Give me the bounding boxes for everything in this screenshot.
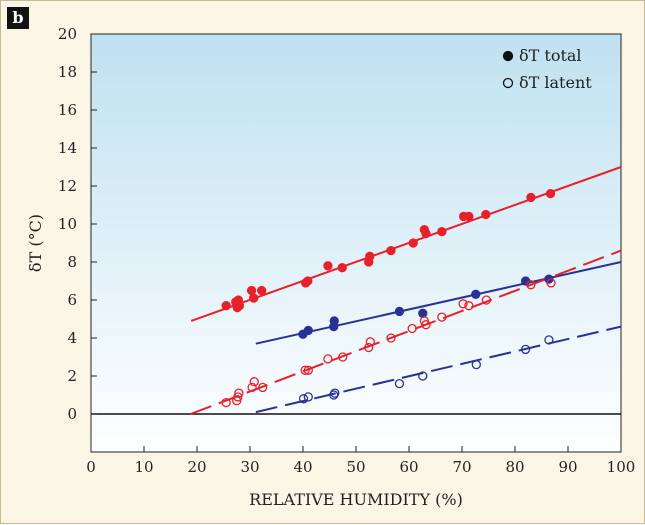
- data-point-latent-blue: [329, 390, 339, 400]
- data-point-total-red: [386, 245, 396, 256]
- data-point-latent-red: [338, 352, 348, 362]
- data-point-total-red: [481, 209, 491, 220]
- y-tick-label: 6: [67, 291, 77, 309]
- legend-label-latent: δT latent: [519, 73, 592, 92]
- fit-line-latent-red: [190, 249, 622, 415]
- data-point-latent-red: [421, 320, 431, 330]
- y-tick-label: 0: [67, 405, 77, 423]
- data-point-latent-blue: [330, 388, 340, 398]
- data-point-total-red: [526, 192, 536, 203]
- data-point-latent-red: [249, 377, 259, 387]
- data-point-latent-red: [464, 301, 474, 311]
- data-point-latent-blue: [418, 371, 428, 381]
- data-point-latent-blue: [544, 335, 554, 345]
- y-tick-label: 4: [67, 329, 77, 347]
- data-point-latent-red: [458, 299, 468, 309]
- data-point-latent-red: [437, 312, 447, 322]
- data-point-latent-red: [233, 392, 243, 402]
- data-point-latent-red: [234, 388, 244, 398]
- data-point-total-red: [249, 293, 259, 303]
- data-point-latent-red: [303, 365, 313, 375]
- data-point-latent-blue: [520, 344, 531, 355]
- x-tick-label: 50: [346, 458, 365, 476]
- y-tick-label: 16: [58, 101, 77, 119]
- x-tick-label: 60: [399, 458, 418, 476]
- data-point-total-red: [234, 301, 245, 311]
- data-point-total-red: [221, 301, 231, 311]
- data-point-latent-red: [407, 323, 417, 334]
- data-point-latent-red: [364, 342, 374, 353]
- data-point-total-blue: [394, 306, 405, 317]
- data-point-total-red: [337, 263, 347, 273]
- legend-marker-latent: [502, 77, 514, 89]
- data-point-total-red: [365, 251, 375, 261]
- data-point-latent-blue: [471, 359, 481, 370]
- data-point-total-red: [303, 276, 313, 286]
- data-point-latent-red: [481, 295, 492, 305]
- data-point-latent-red: [386, 333, 396, 343]
- data-point-total-red: [257, 285, 267, 296]
- data-point-total-red: [437, 226, 447, 237]
- data-point-total-red: [408, 238, 418, 248]
- plot-area: [90, 33, 622, 453]
- legend-marker-total: [502, 50, 514, 62]
- y-tick-label: 8: [67, 253, 77, 271]
- fit-line-latent-blue: [255, 325, 622, 414]
- panel-label: b: [7, 7, 29, 29]
- x-tick-label: 30: [240, 458, 259, 476]
- data-point-latent-red: [247, 382, 257, 393]
- x-tick-label: 80: [505, 458, 524, 476]
- data-point-latent-red: [365, 337, 375, 347]
- x-tick-label: 20: [187, 458, 206, 476]
- x-tick-label: 70: [452, 458, 471, 476]
- x-tick-label: 40: [293, 458, 312, 476]
- data-point-latent-blue: [298, 394, 309, 404]
- y-tick-label: 2: [67, 367, 77, 385]
- data-point-total-red: [464, 211, 474, 222]
- data-point-total-red: [545, 188, 556, 199]
- data-point-total-blue: [418, 308, 428, 318]
- x-tick-label: 100: [607, 458, 636, 476]
- x-tick-label: 10: [134, 458, 153, 476]
- data-point-latent-red: [258, 382, 268, 393]
- data-point-total-red: [246, 285, 257, 296]
- data-point-latent-red: [526, 280, 536, 290]
- legend-label-total: δT total: [519, 46, 582, 65]
- data-point-latent-red: [221, 397, 231, 408]
- data-point-latent-red: [546, 278, 556, 288]
- data-point-total-blue: [303, 325, 313, 336]
- data-point-latent-red: [300, 365, 310, 375]
- y-tick-label: 10: [58, 215, 77, 233]
- data-point-total-red: [421, 228, 431, 239]
- fit-line-total-blue: [255, 261, 622, 345]
- y-axis-label: δT (°C): [26, 214, 45, 272]
- y-tick-label: 18: [58, 63, 77, 81]
- x-tick-label: 0: [86, 458, 96, 476]
- data-point-latent-blue: [394, 378, 405, 389]
- data-point-total-blue: [471, 289, 481, 299]
- x-tick-label: 90: [558, 458, 577, 476]
- y-tick-label: 14: [58, 139, 77, 157]
- y-tick-label: 12: [58, 177, 77, 195]
- data-point-latent-red: [323, 354, 333, 364]
- x-axis-label: RELATIVE HUMIDITY (%): [249, 490, 463, 509]
- data-point-latent-blue: [303, 392, 313, 402]
- data-point-total-red: [323, 261, 333, 271]
- y-tick-label: 20: [58, 25, 77, 43]
- data-point-total-blue: [329, 316, 339, 326]
